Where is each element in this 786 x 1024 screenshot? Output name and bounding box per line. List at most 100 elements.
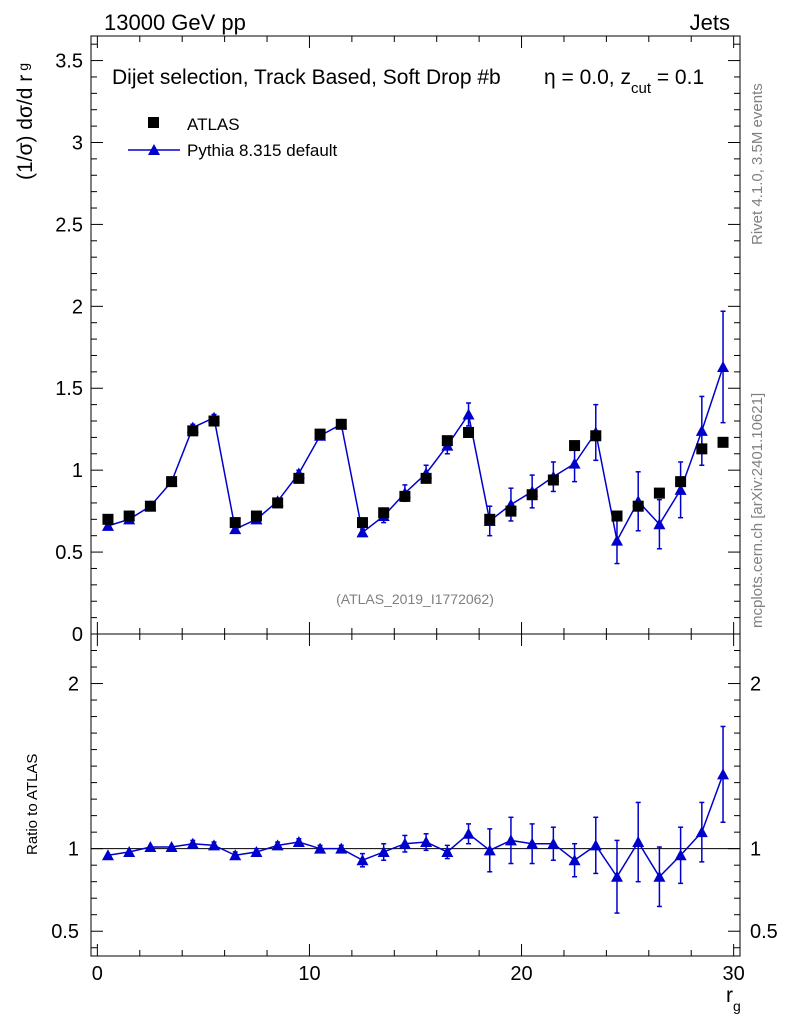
atlas-point bbox=[293, 472, 305, 484]
y-axis-label-ratio: Ratio to ATLAS bbox=[24, 754, 41, 855]
plot-title-cut: cut bbox=[631, 80, 652, 97]
x-tick-label: 20 bbox=[510, 963, 532, 985]
y-tick-label-main: 2 bbox=[72, 296, 83, 318]
ratio-point bbox=[314, 842, 327, 854]
ratio-point bbox=[101, 849, 114, 861]
atlas-point bbox=[166, 476, 178, 488]
atlas-point bbox=[229, 517, 241, 529]
ratio-point bbox=[483, 844, 496, 856]
rivet-label: Rivet 4.1.0, 3.5M events bbox=[749, 83, 766, 245]
y-tick-label-main: 3.5 bbox=[55, 51, 83, 73]
legend-pythia-marker bbox=[148, 144, 160, 155]
legend-atlas-marker bbox=[148, 117, 159, 128]
atlas-point bbox=[314, 428, 326, 440]
ratio-point bbox=[271, 839, 284, 851]
analysis-watermark: (ATLAS_2019_I1772062) bbox=[336, 591, 494, 607]
ratio-point bbox=[589, 839, 602, 851]
atlas-point bbox=[653, 487, 665, 499]
ratio-point bbox=[504, 834, 517, 846]
axis-ticks: 0 10 20 30 0 0.5 1 1.5 2 2.5 3 3.5 0.5 0.5 1 1 2 2 bbox=[51, 36, 778, 985]
y-tick-label-main: 3 bbox=[72, 132, 83, 154]
ratio-point bbox=[420, 836, 433, 848]
atlas-point bbox=[335, 418, 347, 430]
atlas-point bbox=[144, 500, 156, 512]
pythia-point bbox=[653, 518, 666, 530]
plot-title-main: Dijet selection, Track Based, Soft Drop … bbox=[112, 66, 501, 89]
y-axis-label-main: (1/σ) dσ/d r g bbox=[14, 63, 37, 180]
pythia-point bbox=[695, 424, 708, 436]
y-tick-label-ratio-right: 1 bbox=[750, 839, 761, 861]
ratio-point bbox=[165, 841, 178, 853]
ratio-point bbox=[398, 837, 411, 849]
y-tick-label-ratio-right: 2 bbox=[750, 674, 761, 696]
x-axis-label: rg bbox=[726, 984, 741, 1014]
ratio-point bbox=[568, 854, 581, 866]
atlas-point bbox=[250, 510, 262, 522]
y-axis-label-main-text: (1/σ) dσ/d r bbox=[14, 75, 37, 180]
pythia-point bbox=[568, 457, 581, 469]
y-tick-label-main: 0.5 bbox=[55, 542, 83, 564]
ratio-point bbox=[547, 837, 560, 849]
pythia-point bbox=[462, 408, 475, 420]
legend-atlas-label: ATLAS bbox=[187, 115, 240, 134]
pythia-point bbox=[356, 526, 369, 538]
atlas-point bbox=[187, 425, 199, 437]
ratio-plot-frame bbox=[90, 633, 741, 957]
atlas-point bbox=[378, 507, 390, 519]
atlas-point bbox=[356, 517, 368, 529]
pythia-point bbox=[717, 360, 730, 372]
x-tick-label: 10 bbox=[298, 963, 320, 985]
atlas-point bbox=[463, 426, 475, 438]
atlas-point bbox=[102, 513, 114, 525]
ratio-point bbox=[632, 836, 645, 848]
y-tick-label-main: 2.5 bbox=[55, 214, 83, 236]
ratio-point bbox=[356, 854, 369, 866]
pythia-point bbox=[101, 519, 114, 531]
ratio-point bbox=[526, 837, 539, 849]
ratio-point bbox=[186, 837, 199, 849]
mcplots-label: mcplots.cern.ch [arXiv:2401.10621] bbox=[749, 393, 766, 628]
y-tick-label-main: 1.5 bbox=[55, 378, 83, 400]
ratio-point bbox=[717, 768, 730, 780]
atlas-point bbox=[484, 513, 496, 525]
ratio-line bbox=[107, 774, 724, 879]
plot-title-tail: = 0.1 bbox=[651, 66, 704, 89]
legend-pythia-label: Pythia 8.315 default bbox=[187, 141, 338, 160]
plot-title-eta-text: η = 0.0, z bbox=[544, 66, 631, 89]
ratio-point bbox=[674, 849, 687, 861]
atlas-point bbox=[590, 430, 602, 442]
ratio-point bbox=[292, 836, 305, 848]
atlas-point bbox=[420, 472, 432, 484]
y-axis-label-main-sub: g bbox=[15, 63, 31, 71]
x-axis-label-sub: g bbox=[733, 998, 741, 1014]
atlas-point bbox=[717, 436, 729, 448]
atlas-point bbox=[675, 476, 687, 488]
x-axis-label-text: r bbox=[726, 984, 733, 1007]
ratio-point bbox=[610, 870, 623, 882]
atlas-point bbox=[208, 415, 220, 427]
ratio-point bbox=[208, 839, 221, 851]
ratio-point bbox=[123, 845, 136, 857]
ratio-point bbox=[695, 826, 708, 838]
atlas-point bbox=[611, 510, 623, 522]
ratio-data-layer bbox=[101, 725, 730, 914]
x-tick-label: 30 bbox=[723, 963, 745, 985]
pythia-point bbox=[229, 523, 242, 535]
atlas-point bbox=[569, 440, 581, 452]
atlas-point bbox=[272, 497, 284, 509]
ratio-point bbox=[144, 841, 157, 853]
pythia-point bbox=[674, 483, 687, 495]
y-tick-label-main: 1 bbox=[72, 460, 83, 482]
y-tick-label-ratio: 0.5 bbox=[51, 921, 79, 943]
pythia-point bbox=[610, 534, 623, 546]
atlas-point bbox=[505, 505, 517, 517]
ratio-point bbox=[229, 849, 242, 861]
atlas-point bbox=[547, 474, 559, 486]
atlas-point bbox=[632, 500, 644, 512]
y-tick-label-main: 0 bbox=[72, 624, 83, 646]
ratio-point bbox=[335, 842, 348, 854]
main-data-layer bbox=[101, 310, 730, 565]
ratio-point bbox=[462, 827, 475, 839]
header-left: 13000 GeV pp bbox=[104, 10, 246, 35]
header-right: Jets bbox=[690, 10, 730, 35]
